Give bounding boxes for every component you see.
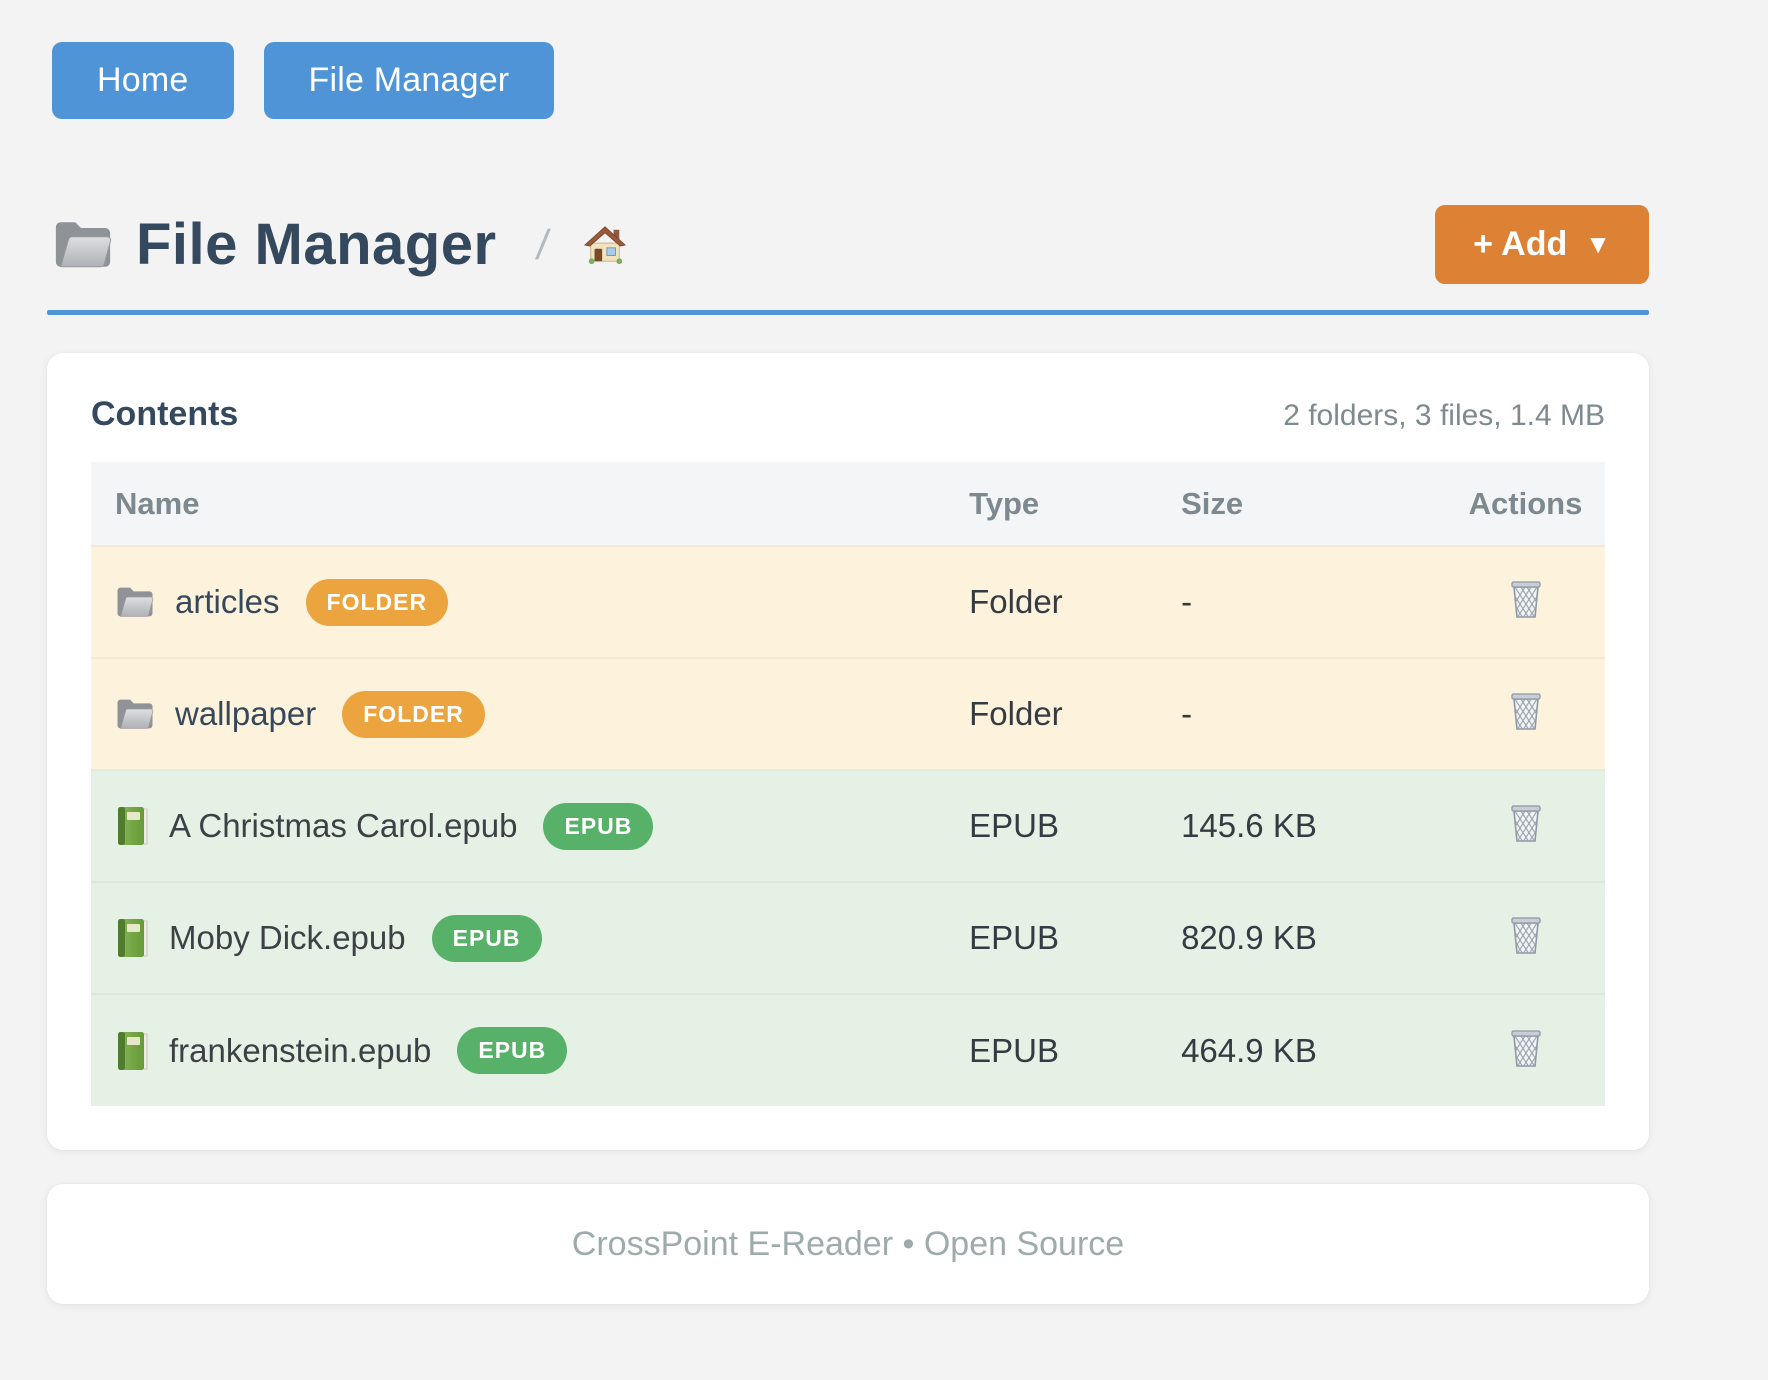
type-cell: EPUB	[969, 1031, 1059, 1069]
size-cell: -	[1181, 695, 1193, 732]
item-name-link[interactable]: articles	[175, 583, 280, 620]
table-row[interactable]: Moby Dick.epub EPUB EPUB 820.9 KB	[91, 882, 1605, 994]
table-row[interactable]: frankenstein.epub EPUB EPUB 464.9 KB	[91, 994, 1605, 1106]
size-cell: 464.9 KB	[1181, 1031, 1317, 1069]
contents-title: Contents	[91, 395, 239, 433]
add-button[interactable]: + Add ▼	[1435, 205, 1649, 284]
item-name-link[interactable]: wallpaper	[175, 695, 317, 732]
book-icon	[115, 917, 149, 959]
home-button[interactable]: Home	[52, 42, 234, 119]
trash-icon	[1507, 913, 1545, 955]
table-row[interactable]: A Christmas Carol.epub EPUB EPUB 145.6 K…	[91, 770, 1605, 882]
column-header-type: Type	[969, 462, 1182, 546]
delete-button[interactable]	[1507, 913, 1545, 955]
folder-badge: FOLDER	[342, 690, 485, 738]
book-icon	[115, 1030, 149, 1072]
contents-card: Contents 2 folders, 3 files, 1.4 MB Name…	[47, 353, 1649, 1150]
breadcrumb-separator: /	[533, 220, 552, 268]
type-cell: Folder	[969, 583, 1063, 620]
size-cell: 820.9 KB	[1181, 919, 1317, 956]
files-table: Name Type Size Actions articles FOLDER F…	[91, 462, 1605, 1106]
epub-badge: EPUB	[431, 914, 542, 962]
title-row: File Manager / + Add ▼	[47, 205, 1649, 284]
page-title: File Manager	[136, 212, 497, 277]
trash-icon	[1507, 1026, 1545, 1068]
delete-button[interactable]	[1507, 689, 1545, 731]
folder-icon	[115, 585, 155, 619]
delete-button[interactable]	[1507, 577, 1545, 619]
table-header-row: Name Type Size Actions	[91, 462, 1605, 546]
trash-icon	[1507, 689, 1545, 731]
item-name-link[interactable]: Moby Dick.epub	[169, 919, 406, 956]
delete-button[interactable]	[1507, 1026, 1545, 1068]
epub-badge: EPUB	[543, 802, 654, 850]
epub-badge: EPUB	[457, 1027, 568, 1074]
column-header-size: Size	[1181, 462, 1447, 546]
table-row[interactable]: wallpaper FOLDER Folder -	[91, 658, 1605, 770]
column-header-actions: Actions	[1446, 462, 1605, 546]
contents-summary: 2 folders, 3 files, 1.4 MB	[1283, 399, 1605, 432]
footer-card: CrossPoint E-Reader • Open Source	[47, 1184, 1649, 1304]
chevron-down-icon: ▼	[1585, 229, 1611, 259]
type-cell: EPUB	[969, 807, 1059, 844]
page: Home File Manager File Manager / + Add ▼…	[47, 0, 1649, 1304]
item-name-link[interactable]: frankenstein.epub	[169, 1031, 432, 1069]
trash-icon	[1507, 577, 1545, 619]
top-nav: Home File Manager	[47, 0, 1649, 119]
folder-badge: FOLDER	[305, 578, 449, 626]
house-icon[interactable]	[584, 225, 626, 265]
type-cell: Folder	[969, 695, 1063, 732]
delete-button[interactable]	[1507, 801, 1545, 843]
folder-icon	[115, 697, 155, 731]
folder-icon	[52, 218, 114, 271]
table-row[interactable]: articles FOLDER Folder -	[91, 546, 1605, 658]
add-button-label: + Add	[1473, 225, 1568, 263]
size-cell: 145.6 KB	[1181, 807, 1317, 844]
column-header-name: Name	[91, 462, 970, 546]
item-name-link[interactable]: A Christmas Carol.epub	[169, 807, 518, 844]
file-manager-button[interactable]: File Manager	[263, 42, 555, 119]
footer-text: CrossPoint E-Reader • Open Source	[571, 1224, 1125, 1263]
type-cell: EPUB	[969, 919, 1059, 956]
title-divider	[47, 310, 1649, 315]
trash-icon	[1507, 801, 1545, 843]
size-cell: -	[1181, 583, 1193, 620]
book-icon	[115, 805, 149, 847]
